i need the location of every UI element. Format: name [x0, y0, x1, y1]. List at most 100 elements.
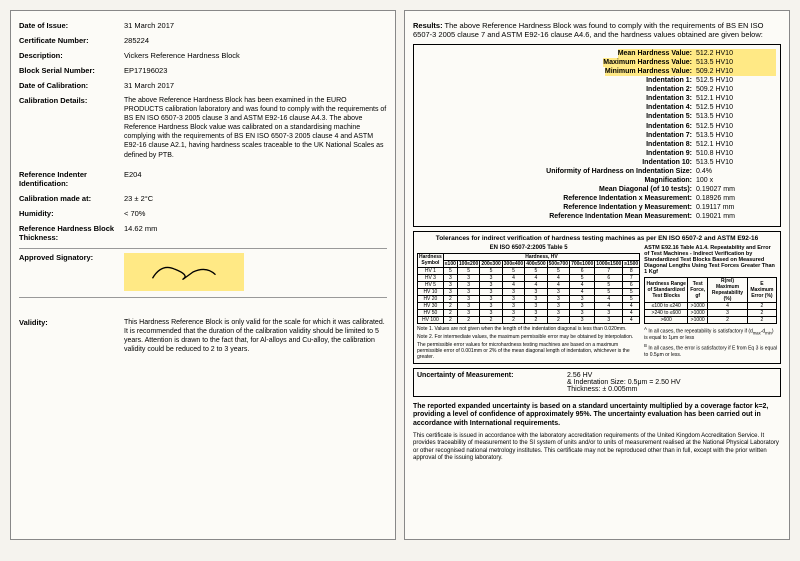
t5-cell: 5 — [595, 288, 623, 295]
desc-value: Vickers Reference Hardness Block — [124, 51, 387, 60]
t5-cell: 4 — [547, 274, 569, 281]
t5-col: 300≤400 — [502, 260, 524, 267]
t5-cell: 3 — [480, 309, 502, 316]
t5-cell: 3 — [457, 309, 479, 316]
t5-cell: 3 — [595, 309, 623, 316]
t5-cell: 3 — [457, 274, 479, 281]
note1: Note 1. Values are not given when the le… — [417, 326, 640, 332]
t5-symbol: HV 3 — [418, 274, 444, 281]
t5-cell: 3 — [480, 281, 502, 288]
t5-head-hardness: Hardness, HV — [443, 253, 639, 260]
t5-cell: 3 — [502, 288, 524, 295]
indentation-label: Indentation 3: — [646, 94, 696, 103]
uom-1: 2.56 HV — [567, 372, 681, 379]
astm-cell: ≤100 to ≤240 — [645, 302, 688, 309]
t5-col: 100≤200 — [457, 260, 479, 267]
t5-col: ≥1500 — [623, 260, 640, 267]
astm-h3: R(rel) Maximum Repeatability (%) — [708, 277, 748, 302]
t5-cell: 3 — [502, 302, 524, 309]
t5-cell: 5 — [525, 267, 547, 274]
certificate-container: Date of Issue:31 March 2017 Certificate … — [10, 10, 790, 540]
t5-cell: 3 — [547, 302, 569, 309]
t5-cell: 2 — [443, 302, 457, 309]
t5-cell: 3 — [457, 288, 479, 295]
t5-cell: 3 — [480, 295, 502, 302]
t5-cell: 3 — [570, 302, 595, 309]
footer-fine: This certificate is issued in accordance… — [413, 433, 781, 463]
astm-cell: 2 — [747, 316, 776, 323]
sig-label: Approved Signatory: — [19, 253, 124, 291]
refx-label: Reference Indentation x Measurement: — [563, 194, 696, 203]
t5-cell: 4 — [570, 288, 595, 295]
min-val: 509.2 HV10 — [696, 67, 776, 76]
uom-2: & Indentation Size: 0.5μm = 2.50 HV — [567, 379, 681, 386]
t5-cell: 6 — [570, 267, 595, 274]
t5-cell: 3 — [457, 302, 479, 309]
t5-cell: 6 — [595, 274, 623, 281]
indentation-label: Indentation 2: — [646, 85, 696, 94]
calib-date-label: Date of Calibration: — [19, 81, 124, 90]
t5-cell: 3 — [595, 316, 623, 323]
uniformity-val: 0.4% — [696, 167, 776, 176]
t5-cell: 3 — [547, 288, 569, 295]
t5-cell: 4 — [570, 281, 595, 288]
indentation-label: Indentation 1: — [646, 76, 696, 85]
refmean-val: 0.19021 mm — [696, 212, 776, 221]
t5-cell: 4 — [623, 309, 640, 316]
t5-col: 1000≤1500 — [595, 260, 623, 267]
t5-cell: 5 — [623, 288, 640, 295]
t5-cell: 3 — [480, 274, 502, 281]
t5-cell: 7 — [623, 274, 640, 281]
t5-cell: 3 — [547, 309, 569, 316]
t5-cell: 5 — [547, 267, 569, 274]
t5-cell: 3 — [570, 309, 595, 316]
desc-label: Description: — [19, 51, 124, 60]
uom-box: Uncertainty of Measurement: 2.56 HV & In… — [413, 368, 781, 397]
astm-cell: 2 — [708, 316, 748, 323]
indentation-label: Indentation 8: — [646, 140, 696, 149]
t5-cell: 3 — [525, 309, 547, 316]
t5-cell: 3 — [525, 295, 547, 302]
indentation-val: 509.2 HV10 — [696, 85, 776, 94]
fn-a2: equal to 1μm or less — [649, 335, 694, 341]
t5-cell: 5 — [457, 267, 479, 274]
astm-cell: >600 — [645, 316, 688, 323]
astm-cell: 2 — [747, 302, 776, 309]
refmean-label: Reference Indentation Mean Measurement: — [549, 212, 696, 221]
footer-text: The reported expanded uncertainty is bas… — [413, 403, 781, 463]
t5-cell: 2 — [443, 316, 457, 323]
t5-cell: 3 — [502, 295, 524, 302]
indentation-label: Indentation 4: — [646, 103, 696, 112]
indentation-label: Indentation 9: — [646, 149, 696, 158]
t5-cell: 5 — [623, 295, 640, 302]
t5-cell: 3 — [525, 302, 547, 309]
astm-cell: 3 — [708, 309, 748, 316]
note3: The permissible error values for microha… — [417, 342, 640, 360]
cert-value: 285224 — [124, 36, 387, 45]
refx-val: 0.18926 mm — [696, 194, 776, 203]
indentation-val: 512.5 HV10 — [696, 122, 776, 131]
astm-cell: >1000 — [688, 302, 708, 309]
results-label: Results: — [413, 21, 443, 30]
tol-title: Tolerances for indirect verification of … — [417, 235, 777, 242]
t5-cell: 3 — [570, 295, 595, 302]
t5-col: 200≤300 — [480, 260, 502, 267]
indentation-val: 510.8 HV10 — [696, 149, 776, 158]
t5-symbol: HV 5 — [418, 281, 444, 288]
t5-cell: 3 — [525, 288, 547, 295]
indentation-val: 513.5 HV10 — [696, 112, 776, 121]
t5-cell: 8 — [623, 267, 640, 274]
refy-label: Reference Indentation y Measurement: — [563, 203, 696, 212]
indentation-val: 513.5 HV10 — [696, 158, 776, 167]
t5-cell: 2 — [525, 316, 547, 323]
uom-3: Thickness: ± 0.005mm — [567, 386, 681, 393]
t5-cell: 6 — [623, 281, 640, 288]
t5-cell: 3 — [502, 309, 524, 316]
details-label: Calibration Details: — [19, 96, 124, 160]
t5-cell: 3 — [443, 274, 457, 281]
serial-value: EP17196023 — [124, 66, 387, 75]
t5-cell: 3 — [480, 288, 502, 295]
table-5: Hardness SymbolHardness, HV ≤100100≤2002… — [417, 253, 640, 324]
max-label: Maximum Hardness Value: — [603, 58, 696, 67]
astm-h1: Hardness Range of Standardized Test Bloc… — [645, 277, 688, 302]
